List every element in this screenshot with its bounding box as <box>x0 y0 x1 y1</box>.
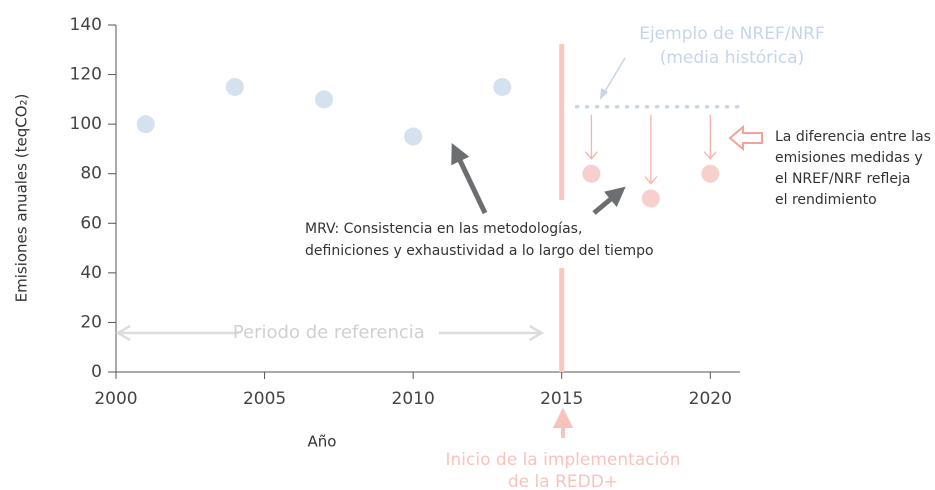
x-tick-label: 2005 <box>243 389 286 409</box>
y-tick-label: 80 <box>80 164 102 184</box>
implementation-arrow <box>552 407 574 438</box>
difference-label: el NREF/NRF refleja <box>775 171 910 187</box>
mrv-label: MRV: Consistencia en las metodologías, <box>305 221 582 237</box>
reference-period-label: Periodo de referencia <box>233 322 425 343</box>
nref-label: (media histórica) <box>660 48 805 68</box>
y-tick-label: 60 <box>80 213 102 233</box>
nref-pointer-head <box>600 88 608 100</box>
y-axis-label: Emisiones anuales (teqCO₂) <box>13 94 31 303</box>
point <box>315 90 333 109</box>
x-tick-label: 2000 <box>94 389 137 409</box>
difference-arrow <box>728 124 763 152</box>
nref-pointer <box>603 57 626 94</box>
point <box>641 189 660 208</box>
difference-label: La diferencia entre las <box>775 129 931 145</box>
difference-label: emisiones medidas y <box>775 150 923 166</box>
point <box>701 164 720 183</box>
label-bg <box>238 320 439 346</box>
point <box>136 115 155 134</box>
difference-pointer <box>644 114 658 185</box>
x-axis-label: Año <box>308 433 337 451</box>
mrv-label: definiciones y exhaustividad a lo largo … <box>305 243 654 259</box>
implementation-label: de la REDD+ <box>508 472 618 490</box>
point <box>493 77 512 96</box>
x-tick-label: 2015 <box>540 389 583 409</box>
implementation-label: Inicio de la implementación <box>446 450 681 470</box>
point <box>582 164 601 183</box>
difference-label: el rendimiento <box>775 192 877 208</box>
y-tick-label: 140 <box>70 15 102 35</box>
point <box>225 77 244 96</box>
mrv-arrow <box>451 142 488 215</box>
x-tick-label: 2020 <box>689 389 732 409</box>
y-tick-label: 120 <box>70 65 102 85</box>
nref-label: Ejemplo de NREF/NRF <box>639 24 825 44</box>
difference-pointer <box>584 114 598 160</box>
mrv-arrow <box>592 186 626 215</box>
y-tick-label: 100 <box>70 114 102 134</box>
point <box>404 127 423 146</box>
x-tick-label: 2010 <box>392 389 435 409</box>
difference-pointer <box>703 114 717 160</box>
y-tick-label: 40 <box>80 263 102 283</box>
y-tick-label: 20 <box>80 312 102 332</box>
y-tick-label: 0 <box>91 362 102 382</box>
